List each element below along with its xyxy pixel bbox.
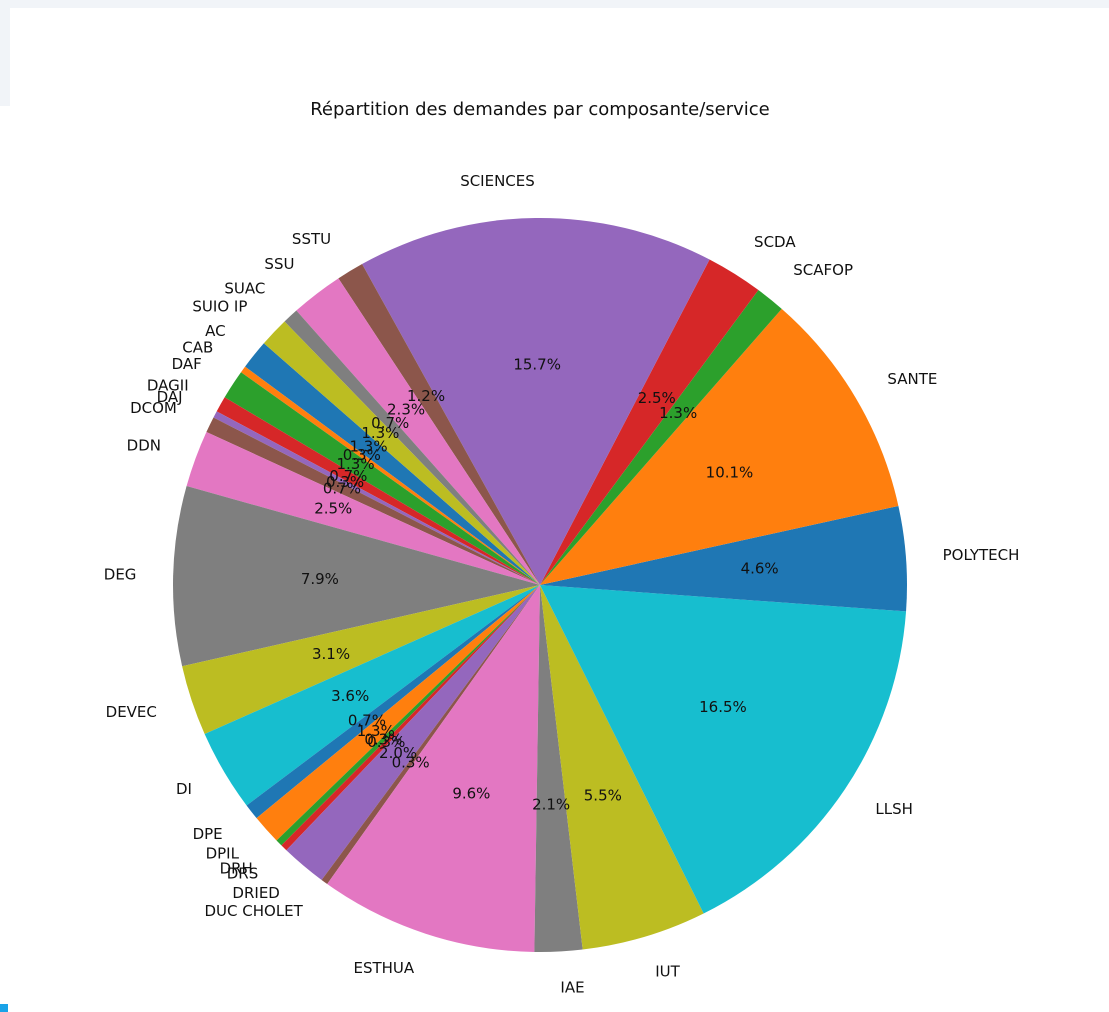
slice-label: DUC CHOLET xyxy=(204,902,303,920)
slice-label: DEG xyxy=(104,565,137,583)
slice-label: SUAC xyxy=(224,280,265,298)
pie-slice xyxy=(186,431,540,585)
pie-slice xyxy=(540,259,759,585)
percent-label: 2.5% xyxy=(638,389,676,407)
percent-label: 10.1% xyxy=(706,463,754,481)
slice-label: CAB xyxy=(182,338,213,356)
slice-label: SCDA xyxy=(754,233,796,251)
slice-label: DRIED xyxy=(232,884,279,902)
percent-label: 1.3% xyxy=(357,722,395,740)
pie-slice xyxy=(213,411,540,585)
slice-label: POLYTECH xyxy=(943,546,1020,564)
slice-label: SANTE xyxy=(887,370,937,388)
percent-label: 1.3% xyxy=(336,455,374,473)
percent-label: 5.5% xyxy=(584,787,622,805)
pie-slice xyxy=(263,321,540,585)
pie-slice xyxy=(338,264,540,585)
pie-slice xyxy=(540,585,907,914)
percent-label: 1.3% xyxy=(361,424,399,442)
percent-label: 3.6% xyxy=(331,687,369,705)
slice-label: ESTHUA xyxy=(353,959,414,977)
slice-label: SCIENCES xyxy=(460,172,535,190)
slice-label: DEVEC xyxy=(106,703,157,721)
percent-label: 0.3% xyxy=(343,446,381,464)
pie-slice xyxy=(276,585,540,846)
percent-label: 1.3% xyxy=(349,437,387,455)
percent-label: 1.2% xyxy=(407,387,445,405)
pie-slice xyxy=(173,486,541,667)
pie-slice xyxy=(240,366,541,585)
pie-slice xyxy=(245,343,541,585)
percent-label: 0.3% xyxy=(364,730,402,748)
slice-label: AC xyxy=(205,322,225,340)
pie-slice xyxy=(284,310,540,585)
percent-label: 0.7% xyxy=(323,479,361,497)
slice-label: DRS xyxy=(227,865,259,883)
slice-label: IAE xyxy=(560,979,584,997)
slice-label: SSTU xyxy=(292,230,331,248)
slice-label: DAGII xyxy=(147,377,189,395)
slice-label: DPIL xyxy=(206,844,240,862)
percent-label: 0.7% xyxy=(329,467,367,485)
pie-slice xyxy=(286,585,540,880)
slice-label: DPE xyxy=(193,825,223,843)
pie-slice xyxy=(327,585,540,952)
percent-label: 0.7% xyxy=(348,712,386,730)
pie-slice xyxy=(224,372,540,585)
slice-label: SUIO IP xyxy=(192,297,247,315)
pie-slice xyxy=(321,585,540,885)
pie-slice xyxy=(540,505,907,612)
slice-label: DAF xyxy=(172,355,202,373)
percent-label: 1.3% xyxy=(659,404,697,422)
pie-slice xyxy=(204,585,540,806)
percent-label: 2.1% xyxy=(532,795,570,813)
percent-label: 9.6% xyxy=(452,785,490,803)
pie-slice xyxy=(281,585,540,851)
slice-label: DI xyxy=(176,780,192,798)
slice-label: DCOM xyxy=(130,399,177,417)
pie-slice xyxy=(182,585,541,735)
slice-label: DRH xyxy=(220,859,253,877)
percent-label: 0.3% xyxy=(367,733,405,751)
pie-slice xyxy=(540,290,782,585)
pie-slice xyxy=(540,585,704,950)
pie-slice xyxy=(540,308,899,585)
chart-title: Répartition des demandes par composante/… xyxy=(310,99,770,120)
pie-slice xyxy=(216,397,540,585)
pie-slice xyxy=(534,585,583,953)
slice-label: SCAFOP xyxy=(793,261,853,279)
percent-label: 0.7% xyxy=(371,414,409,432)
slice-label: DDN xyxy=(127,436,161,454)
percent-label: 2.5% xyxy=(314,500,352,518)
slice-label: DAJ xyxy=(157,388,183,406)
percent-label: 2.0% xyxy=(379,744,417,762)
slice-label: SSU xyxy=(264,255,294,273)
pie-slice xyxy=(206,417,540,585)
corner-accent xyxy=(0,1004,8,1012)
slice-label: LLSH xyxy=(875,800,913,818)
percent-label: 16.5% xyxy=(699,698,747,716)
percent-label: 3.1% xyxy=(312,645,350,663)
pie-slice xyxy=(246,585,541,819)
slice-label: IUT xyxy=(655,962,680,980)
side-band xyxy=(0,0,10,106)
percent-label: 0.3% xyxy=(392,754,430,772)
percent-label: 7.9% xyxy=(301,570,339,588)
top-band xyxy=(0,0,1109,8)
pie-slice xyxy=(362,218,710,586)
percent-label: 0.3% xyxy=(326,473,364,491)
percent-label: 15.7% xyxy=(513,355,561,373)
pie-slice xyxy=(256,585,540,841)
percent-label: 2.3% xyxy=(387,401,425,419)
percent-label: 4.6% xyxy=(741,560,779,578)
pie-slice xyxy=(296,278,540,585)
